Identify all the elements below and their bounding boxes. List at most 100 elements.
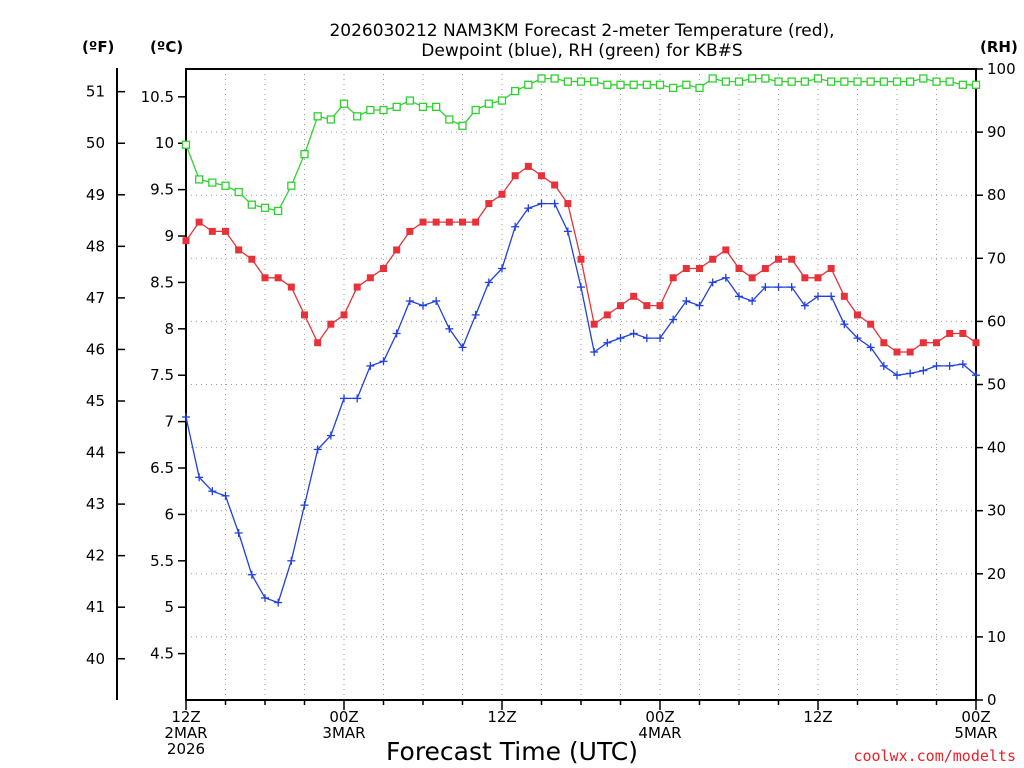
dewpoint-point [524, 204, 533, 213]
axes: 4.5 5 5.5 6 6.5 7 7.5 8 8.5 9 9.5 10 10.5 40 41 42 43 44 4… [86, 60, 1016, 758]
chart-title-line-2: Dewpoint (blue), RH (green) for KB#S [421, 41, 742, 61]
celsius-tick-label: 9.5 [150, 181, 174, 199]
rh-point [774, 77, 783, 86]
temperature-point [761, 265, 769, 273]
x-tick-label: 00Z [329, 708, 358, 726]
rh-point [366, 105, 375, 115]
temperature-point [709, 255, 717, 263]
temperature-point [788, 255, 796, 263]
rh-point [590, 77, 599, 86]
dewpoint-point [182, 412, 190, 421]
rh-point [208, 178, 217, 187]
rh-point [866, 77, 875, 86]
dewpoint-point [484, 278, 493, 287]
rh-point [313, 112, 322, 121]
rh-tick-label: 30 [987, 502, 1006, 520]
rh-point [392, 102, 401, 112]
celsius-tick-label: 5 [164, 598, 174, 616]
temperature-point [472, 218, 480, 226]
celsius-tick-label: 10.5 [141, 88, 174, 106]
fahrenheit-tick-label: 49 [86, 186, 105, 204]
dewpoint-point [642, 334, 651, 343]
rh-point [748, 74, 757, 83]
dewpoint-point [814, 292, 822, 301]
temperature-point [880, 339, 888, 347]
temperature-point [590, 320, 598, 328]
x-tick-label: 5MAR [954, 724, 997, 742]
temperature-series [182, 162, 980, 356]
rh-point [405, 96, 414, 105]
fahrenheit-tick-label: 51 [86, 83, 105, 101]
rh-point [629, 80, 638, 89]
temperature-point [511, 172, 519, 180]
rh-point [682, 80, 691, 89]
dewpoint-point [208, 487, 217, 496]
temperature-point [893, 348, 901, 356]
temperature-point [261, 274, 269, 282]
rh-point [708, 74, 717, 83]
temperature-point [366, 274, 374, 282]
x-tick-label: 12Z [803, 708, 832, 726]
dewpoint-point [919, 366, 928, 375]
dewpoint-point [353, 394, 362, 403]
temperature-point [696, 265, 703, 273]
dewpoint-point [853, 334, 862, 343]
dewpoint-point [840, 320, 849, 329]
dewpoint-point [340, 394, 348, 403]
temperature-point [617, 302, 624, 310]
dewpoint-point [445, 324, 454, 333]
dewpoint-series [182, 199, 980, 607]
temperature-point [933, 339, 940, 347]
dewpoint-point [379, 357, 388, 366]
temperature-point [287, 283, 295, 291]
temperature-point [827, 265, 835, 273]
rh-point [326, 115, 335, 124]
temperature-point [577, 255, 585, 263]
rh-point [906, 77, 915, 86]
dewpoint-point [326, 431, 335, 440]
dewpoint-point [195, 473, 204, 482]
x-tick-label: 2MAR [164, 724, 207, 742]
fahrenheit-tick-label: 48 [86, 237, 105, 255]
rh-point [339, 99, 349, 108]
temperature-point [656, 302, 664, 310]
dewpoint-point [669, 315, 678, 324]
rh-tick-label: 0 [987, 691, 997, 709]
temperature-point [248, 255, 256, 263]
temperature-point [840, 292, 848, 300]
dewpoint-point [537, 199, 546, 208]
temperature-point [775, 255, 782, 263]
celsius-tick-label: 7.5 [150, 366, 174, 384]
dewpoint-point [300, 501, 309, 510]
rh-point [932, 77, 941, 86]
dewpoint-point [761, 283, 770, 292]
dewpoint-point [563, 227, 572, 236]
rh-point [274, 206, 283, 216]
dewpoint-point [287, 556, 296, 565]
x-tick-label: 00Z [961, 708, 990, 726]
rh-point [432, 102, 441, 112]
celsius-tick-label: 6.5 [150, 459, 174, 477]
temperature-point [498, 190, 506, 198]
fahrenheit-unit-label: (ºF) [82, 38, 114, 56]
temperature-point [485, 200, 493, 208]
x-tick-label: 00Z [645, 708, 674, 726]
dewpoint-point [787, 283, 796, 292]
grid-lines [186, 69, 976, 700]
dewpoint-point [234, 528, 243, 537]
temperature-point [419, 218, 427, 226]
dewpoint-point [261, 593, 269, 602]
rh-point [669, 83, 678, 93]
temperature-point [682, 265, 690, 273]
rh-point [616, 80, 625, 89]
rh-tick-label: 90 [987, 123, 1006, 141]
x-tick-label: 2026 [167, 740, 205, 758]
dewpoint-point [800, 301, 809, 310]
rh-point [853, 77, 862, 86]
dewpoint-point [708, 278, 717, 287]
temperature-point [393, 246, 401, 254]
rh-tick-label: 10 [987, 628, 1006, 646]
rh-point [721, 77, 730, 86]
celsius-tick-label: 6 [164, 505, 174, 523]
